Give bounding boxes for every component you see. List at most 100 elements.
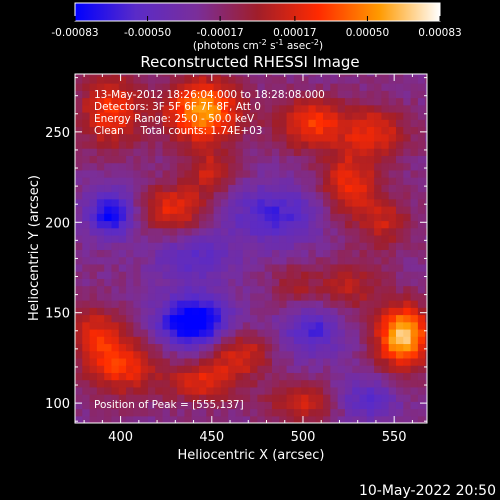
heatmap-cell	[352, 242, 361, 251]
heatmap-cell	[410, 90, 419, 99]
heatmap-cell	[147, 234, 156, 243]
heatmap-cell	[96, 184, 105, 193]
heatmap-cell	[250, 140, 258, 149]
heatmap-cell	[366, 148, 375, 156]
heatmap-cell	[235, 408, 244, 417]
heatmap-cell	[323, 249, 331, 258]
heatmap-cell	[82, 394, 91, 402]
heatmap-cell	[257, 191, 266, 200]
heatmap-cell	[374, 97, 383, 106]
heatmap-cell	[344, 191, 353, 200]
heatmap-cell	[308, 220, 317, 229]
heatmap-cell	[271, 365, 280, 373]
heatmap-cell	[315, 256, 324, 265]
heatmap-cell	[89, 148, 98, 156]
heatmap-cell	[330, 162, 339, 171]
heatmap-cell	[118, 198, 127, 207]
heatmap-cell	[359, 321, 368, 330]
heatmap-cell	[301, 198, 310, 207]
heatmap-cell	[191, 140, 200, 149]
heatmap-cell	[177, 155, 186, 164]
heatmap-cell	[75, 372, 83, 381]
heatmap-cell	[184, 278, 193, 287]
heatmap-cell	[388, 227, 397, 236]
heatmap-cell	[220, 206, 229, 214]
heatmap-cell	[235, 343, 244, 352]
heatmap-cell	[213, 104, 222, 113]
heatmap-cell	[191, 401, 200, 410]
heatmap-cell	[199, 169, 207, 178]
heatmap-cell	[82, 307, 91, 316]
heatmap-cell	[323, 90, 331, 99]
heatmap-cell	[388, 104, 397, 113]
heatmap-cell	[330, 97, 339, 106]
heatmap-cell	[308, 394, 317, 402]
heatmap-cell	[235, 379, 244, 388]
heatmap-cell	[381, 242, 390, 251]
heatmap-cell	[104, 213, 113, 222]
heatmap-cell	[213, 350, 222, 359]
heatmap-cell	[337, 300, 346, 308]
heatmap-cell	[410, 328, 419, 337]
heatmap-cell	[89, 408, 98, 417]
heatmap-cell	[155, 169, 164, 178]
heatmap-cell	[410, 198, 419, 207]
heatmap-cell	[250, 126, 258, 135]
heatmap-cell	[147, 198, 156, 207]
heatmap-cell	[271, 343, 280, 352]
heatmap-cell	[155, 328, 164, 337]
y-tick-label: 250	[45, 126, 70, 141]
heatmap-cell	[271, 256, 280, 265]
heatmap-cell	[184, 184, 193, 193]
heatmap-cell	[337, 140, 346, 149]
heatmap-cell	[417, 111, 426, 120]
heatmap-cell	[264, 191, 273, 200]
heatmap-cell	[133, 169, 142, 178]
heatmap-cell	[89, 336, 98, 345]
heatmap-cell	[242, 336, 251, 345]
heatmap-cell	[199, 177, 207, 185]
heatmap-cell	[286, 408, 295, 417]
heatmap-cell	[104, 133, 113, 142]
heatmap-cell	[381, 386, 390, 395]
heatmap-cell	[104, 343, 113, 352]
heatmap-cell	[381, 278, 390, 287]
heatmap-cell	[228, 162, 237, 171]
heatmap-cell	[250, 408, 258, 417]
heatmap-cell	[82, 111, 91, 120]
heatmap-cell	[242, 148, 251, 156]
heatmap-cell	[410, 184, 419, 193]
heatmap-cell	[403, 90, 412, 99]
heatmap-cell	[315, 379, 324, 388]
heatmap-cell	[425, 249, 427, 258]
heatmap-cell	[228, 285, 237, 294]
heatmap-cell	[177, 206, 186, 214]
heatmap-cell	[410, 285, 419, 294]
heatmap-cell	[220, 307, 229, 316]
heatmap-cell	[388, 249, 397, 258]
heatmap-cell	[337, 321, 346, 330]
heatmap-cell	[381, 104, 390, 113]
heatmap-cell	[271, 372, 280, 381]
heatmap-cell	[366, 242, 375, 251]
heatmap-cell	[235, 249, 244, 258]
heatmap-cell	[323, 292, 331, 301]
heatmap-cell	[235, 169, 244, 178]
heatmap-cell	[293, 242, 302, 251]
heatmap-cell	[293, 278, 302, 287]
heatmap-cell	[395, 148, 404, 156]
heatmap-cell	[184, 220, 193, 229]
heatmap-cell	[271, 104, 280, 113]
heatmap-cell	[301, 386, 310, 395]
heatmap-cell	[308, 155, 317, 164]
heatmap-cell	[228, 177, 237, 185]
heatmap-cell	[213, 148, 222, 156]
heatmap-cell	[147, 408, 156, 417]
heatmap-cell	[169, 343, 178, 352]
heatmap-cell	[242, 271, 251, 279]
heatmap-cell	[417, 256, 426, 265]
heatmap-cell	[242, 256, 251, 265]
heatmap-cell	[228, 307, 237, 316]
heatmap-cell	[279, 350, 288, 359]
heatmap-cell	[147, 162, 156, 171]
